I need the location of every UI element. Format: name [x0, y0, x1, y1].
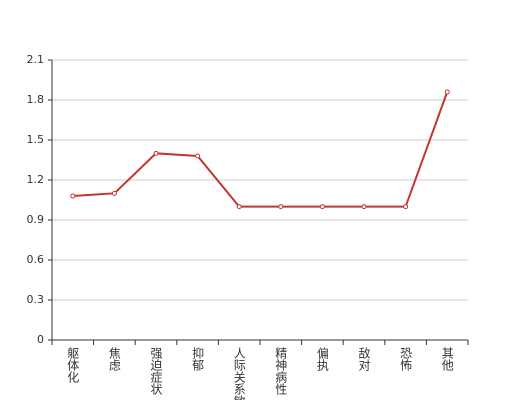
y-tick-label: 0: [37, 333, 44, 346]
y-tick-label: 1.2: [27, 173, 45, 186]
y-tick-label: 0.3: [27, 293, 45, 306]
point: [195, 153, 201, 159]
point: [403, 204, 409, 210]
y-tick-label: 1.5: [27, 133, 45, 146]
y-tick-label: 1.8: [27, 93, 45, 106]
point: [361, 204, 367, 210]
x-tick-label: 强迫症状: [149, 347, 163, 395]
point: [111, 190, 117, 196]
y-tick-label: 0.9: [27, 213, 45, 226]
x-tick-label: 人际关系敏感: [232, 347, 246, 400]
point: [444, 89, 450, 95]
x-tick-label: 躯体化: [66, 346, 80, 384]
y-tick-label: 0.6: [27, 253, 45, 266]
point: [236, 204, 242, 210]
line: [72, 91, 449, 208]
x-tick-label: 抑郁: [191, 346, 205, 372]
x-tick-label: 其他: [440, 347, 454, 371]
x-tick-label: 恐怖: [399, 347, 413, 371]
x-tick-label: 焦虑: [107, 347, 121, 371]
x-tick-label: 偏执: [315, 346, 329, 372]
x-tick-label: 敌对: [357, 346, 371, 371]
y-tick-label: 2.1: [27, 53, 45, 66]
point: [153, 150, 159, 156]
point: [278, 204, 284, 210]
point: [319, 204, 325, 210]
x-tick-label: 精神病性: [274, 347, 288, 396]
point: [70, 193, 76, 199]
